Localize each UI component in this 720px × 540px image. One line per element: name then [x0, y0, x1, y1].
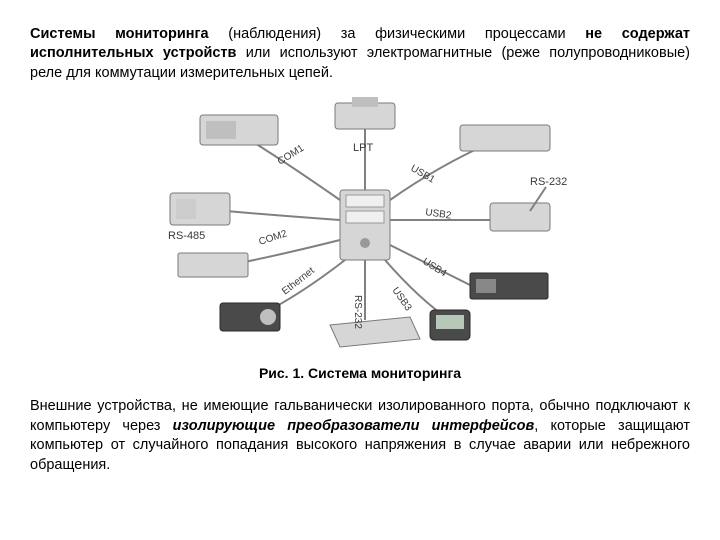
label-usb4: USB4 — [420, 256, 448, 279]
bottom-seg2: изолирующие преобразователи интерфейсов — [173, 418, 535, 434]
label-rs485: RS-485 — [168, 230, 205, 242]
label-lpt: LPT — [353, 142, 373, 154]
intro-paragraph: Системы мониторинга (наблюдения) за физи… — [30, 25, 690, 84]
label-usb3: USB3 — [390, 286, 414, 314]
label-usb1: USB1 — [409, 163, 438, 186]
label-rs232b: RS-232 — [352, 295, 363, 329]
figure-caption: Рис. 1. Система мониторинга — [30, 365, 690, 381]
intro-seg1: Системы мониторинга — [30, 26, 209, 42]
monitoring-diagram: COM1 LPT USB1 USB2 USB4 USB3 RS-232 Ethe… — [30, 95, 690, 355]
bottom-paragraph: Внешние устройства, не имеющие гальванич… — [30, 397, 690, 475]
label-rs232a: RS-232 — [530, 176, 567, 188]
label-com1: COM1 — [276, 143, 307, 168]
label-com2: COM2 — [258, 229, 289, 249]
intro-seg2: (наблюдения) за физическими процессами — [209, 26, 586, 42]
